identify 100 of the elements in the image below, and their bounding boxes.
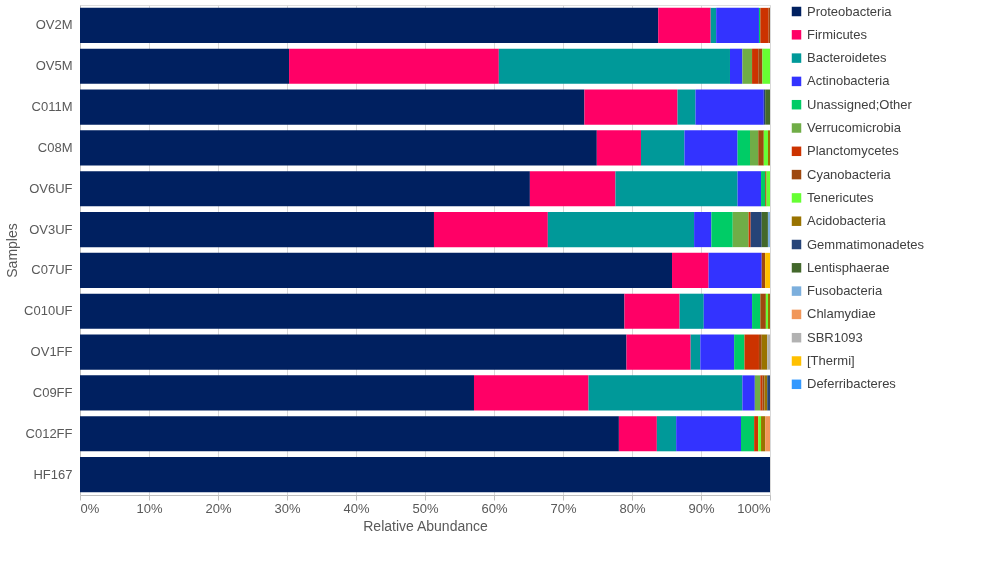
bar [708, 252, 762, 288]
legend-label: Bacteroidetes [807, 50, 887, 66]
bar [716, 7, 759, 43]
x-axis-title: Relative Abundance [363, 517, 488, 534]
bar [752, 48, 759, 84]
y-tick-label: C07UF [31, 262, 73, 278]
bar [433, 212, 548, 248]
bar [677, 89, 696, 125]
bar [694, 212, 712, 248]
bar [679, 293, 704, 329]
bar [615, 171, 738, 207]
bar [690, 334, 701, 370]
legend-label: Gemmatimonadetes [807, 236, 925, 252]
y-tick-label: C08M [37, 139, 73, 155]
bar [80, 7, 659, 43]
bar [80, 48, 290, 84]
y-tick-label: C09FF [32, 384, 73, 400]
legend-label: Planctomycetes [807, 143, 900, 159]
bar [754, 375, 761, 411]
bar [754, 416, 759, 452]
bar [767, 212, 770, 248]
bar [765, 416, 770, 452]
x-tick-label: 30% [274, 500, 301, 516]
bar [749, 130, 759, 166]
legend-label: Fusobacteria [807, 283, 883, 299]
x-tick-label: 100% [737, 500, 771, 516]
x-tick-label: 10% [136, 500, 163, 516]
y-axis-title: Samples [4, 223, 21, 278]
x-tick-label: 90% [688, 500, 715, 516]
bar [711, 212, 733, 248]
bar [80, 293, 625, 329]
bar [765, 252, 770, 288]
bar [588, 375, 743, 411]
bar [758, 334, 762, 370]
bar [741, 416, 755, 452]
bar [732, 212, 749, 248]
y-tick-label: HF167 [33, 466, 73, 482]
bar [760, 7, 769, 43]
bar [761, 334, 768, 370]
bar [684, 130, 738, 166]
legend-label: Cyanobacteria [807, 166, 892, 182]
bar [762, 48, 770, 84]
bar [529, 171, 616, 207]
bar [758, 130, 764, 166]
bar [761, 171, 766, 207]
bar [758, 416, 762, 452]
bar [758, 48, 763, 84]
bar [750, 212, 762, 248]
legend-label: Unassigned;Other [807, 96, 913, 112]
bar [765, 89, 770, 125]
bar [80, 375, 474, 411]
legend-label: Deferribacteres [807, 376, 897, 392]
x-tick-label: 50% [412, 500, 439, 516]
bar [656, 416, 677, 452]
legend-label: SBR1093 [807, 329, 863, 345]
legend-label: [Thermi] [807, 353, 855, 368]
bar [80, 212, 434, 248]
bar [767, 130, 770, 166]
legend-label: Lentisphaerae [807, 259, 890, 275]
x-tick-label: 80% [619, 500, 646, 516]
bar [744, 334, 759, 370]
bar [761, 212, 768, 248]
y-tick-label: OV5M [35, 58, 73, 74]
bar [640, 130, 685, 166]
bar [763, 130, 768, 166]
y-tick-label: OV1FF [30, 344, 73, 360]
y-tick-label: C010UF [24, 303, 73, 319]
bar [80, 416, 619, 452]
legend-label: Actinobacteria [807, 73, 891, 89]
bar [703, 293, 753, 329]
bar [748, 212, 751, 248]
bar [626, 334, 691, 370]
bar [734, 334, 745, 370]
legend-label: Chlamydiae [807, 306, 876, 322]
bar [547, 212, 695, 248]
y-tick-label: OV6UF [29, 180, 73, 196]
bar [473, 375, 589, 411]
y-tick-label: C012FF [25, 425, 73, 441]
bar [710, 7, 717, 43]
bar [658, 7, 711, 43]
legend-label: Acidobacteria [807, 213, 887, 229]
bar [729, 48, 743, 84]
y-tick-label: OV3UF [29, 221, 73, 237]
bar [742, 375, 755, 411]
bar [676, 416, 742, 452]
bar [760, 293, 766, 329]
bar [672, 252, 709, 288]
bar [767, 334, 770, 370]
bar [596, 130, 641, 166]
legend-label: Verrucomicrobia [807, 120, 902, 135]
bar [618, 416, 657, 452]
legend-label: Firmicutes [807, 26, 868, 42]
x-tick-label: 20% [205, 500, 232, 516]
bar [761, 416, 766, 452]
bar [80, 171, 530, 207]
x-tick-label: 60% [481, 500, 508, 516]
bar [742, 48, 753, 84]
x-tick-label: 40% [343, 500, 370, 516]
legend-label: Tenericutes [807, 189, 874, 205]
bar [80, 89, 585, 125]
